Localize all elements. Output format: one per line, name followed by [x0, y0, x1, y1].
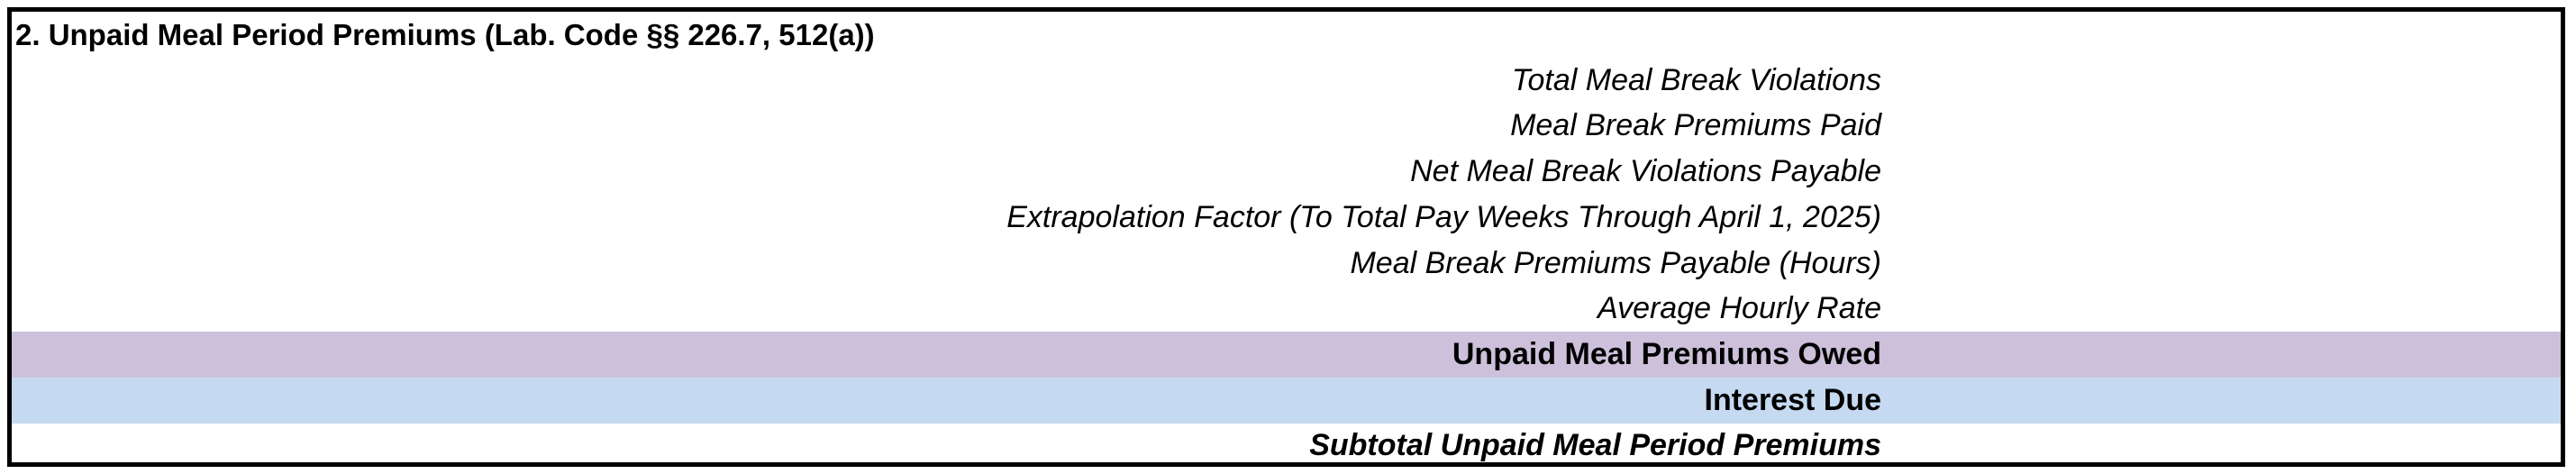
- row-interest-due: Interest Due: [12, 378, 2561, 424]
- worksheet-section: 2. Unpaid Meal Period Premiums (Lab. Cod…: [7, 7, 2565, 467]
- row-meal-break-premiums-paid: Meal Break Premiums Paid: [12, 103, 2561, 149]
- row-subtotal-unpaid-meal-period-premiums: Subtotal Unpaid Meal Period Premiums: [12, 423, 2561, 469]
- section-header-row: 2. Unpaid Meal Period Premiums (Lab. Cod…: [12, 12, 2561, 58]
- row-extrapolation-factor: Extrapolation Factor (To Total Pay Weeks…: [12, 195, 2561, 241]
- row-unpaid-meal-premiums-owed: Unpaid Meal Premiums Owed: [12, 332, 2561, 378]
- row-label: Total Meal Break Violations: [1511, 63, 1881, 97]
- section-title: 2. Unpaid Meal Period Premiums (Lab. Cod…: [15, 18, 875, 51]
- row-total-meal-break-violations: Total Meal Break Violations: [12, 58, 2561, 104]
- row-label: Unpaid Meal Premiums Owed: [1452, 337, 1881, 371]
- row-label: Average Hourly Rate: [1597, 291, 1881, 325]
- row-label: Subtotal Unpaid Meal Period Premiums: [1309, 428, 1881, 462]
- row-meal-break-premiums-payable-hours: Meal Break Premiums Payable (Hours): [12, 241, 2561, 287]
- row-label: Meal Break Premiums Payable (Hours): [1350, 246, 1881, 280]
- row-label: Interest Due: [1704, 383, 1882, 417]
- row-average-hourly-rate: Average Hourly Rate: [12, 286, 2561, 332]
- row-label: Meal Break Premiums Paid: [1510, 108, 1881, 142]
- row-label: Extrapolation Factor (To Total Pay Weeks…: [1006, 200, 1881, 234]
- row-net-meal-break-violations-payable: Net Meal Break Violations Payable: [12, 149, 2561, 195]
- row-label: Net Meal Break Violations Payable: [1410, 154, 1881, 188]
